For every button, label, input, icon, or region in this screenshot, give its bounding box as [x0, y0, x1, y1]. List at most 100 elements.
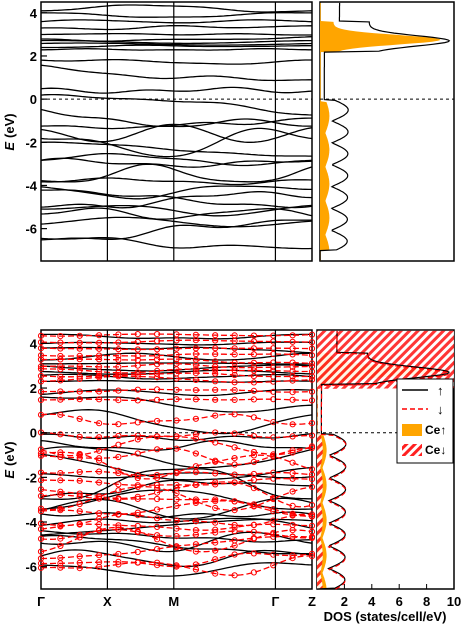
bottom-down-band-22	[41, 368, 313, 374]
bottom-down-band-26-marker	[37, 345, 45, 352]
top-band-13	[40, 127, 313, 158]
top-band-19	[40, 64, 312, 82]
bottom-down-band-15-marker	[212, 439, 219, 446]
bottom-down-band-9-marker	[192, 498, 199, 505]
bottom-down-band-14-marker	[134, 450, 141, 457]
bottom-down-band-25-marker	[212, 351, 219, 358]
bottom-up-band-15	[40, 439, 313, 451]
bottom-down-band-0-marker	[154, 559, 161, 566]
bottom-up-band-7	[40, 511, 313, 519]
bottom-down-band-10-marker	[115, 495, 122, 502]
bottom-down-band-20-marker	[289, 377, 296, 384]
top-band-9	[40, 163, 313, 183]
top-ylabel-unit: (eV)	[2, 113, 17, 138]
bottom-down-band-25-marker	[250, 351, 257, 358]
bottom-down-band-19-marker	[96, 388, 103, 395]
bottom-down-band-3-marker	[212, 547, 219, 554]
bottom-down-band-26-marker	[115, 346, 122, 353]
bottom-down-band-10-marker	[134, 493, 141, 500]
bottom-dos-curves	[316, 330, 454, 590]
bottom-down-band-8-marker	[231, 498, 238, 505]
top-dos-ce-up-fill	[320, 2, 441, 261]
bottom-down-band-19	[40, 388, 312, 393]
bottom-down-band-10-marker	[96, 493, 103, 500]
bottom-up-band-2	[40, 534, 313, 555]
bottom-down-band-8-marker	[134, 495, 141, 502]
bottom-down-band-25-marker	[192, 350, 199, 358]
bottom-down-band-10	[40, 481, 313, 508]
bottom-down-band-8-marker	[154, 495, 161, 503]
kpoint-label-1: X	[103, 594, 112, 609]
bottom-down-band-17-marker	[308, 420, 316, 427]
bottom-down-band-26-marker	[57, 345, 64, 352]
dos-xtick-label-10: 10	[447, 594, 461, 609]
bottom-down-band-15-marker	[134, 436, 141, 443]
bottom-down-band-24-marker	[192, 356, 199, 363]
bottom-down-band-28-marker	[250, 332, 257, 339]
bottom-down-band-9-marker	[115, 487, 122, 494]
bottom-down-band-0-marker	[212, 570, 219, 577]
top-ytick-label-4: 4	[30, 6, 38, 21]
top-band-4	[40, 204, 313, 217]
bottom-down-band-6-marker	[76, 520, 83, 528]
bottom-down-band-27-marker	[115, 339, 122, 346]
bottom-down-band-26-marker	[76, 345, 83, 352]
bottom-down-band-11	[41, 477, 312, 486]
bottom-down-band-26-marker	[308, 345, 316, 352]
bottom-down-band-11-marker	[115, 481, 122, 488]
bottom-down-band-5	[40, 523, 313, 531]
bottom-down-band-0-marker	[231, 572, 238, 579]
top-band-11	[40, 152, 313, 167]
bottom-down-band-2-marker	[192, 541, 199, 548]
bottom-down-band-20-marker	[212, 378, 219, 385]
bottom-dos-total-up	[316, 330, 450, 590]
bottom-down-band-23-marker	[115, 363, 122, 370]
bottom-down-band-17-marker	[231, 411, 238, 418]
kpoint-label-3: Γ	[272, 594, 280, 609]
bottom-down-band-4-marker	[37, 535, 45, 542]
bottom-down-band-17-marker	[37, 411, 45, 418]
bottom-down-band-8-marker	[308, 513, 316, 520]
bottom-down-band-19-marker	[57, 388, 64, 395]
bottom-down-band-5-marker	[212, 526, 219, 533]
bottom-down-band-11-marker	[192, 481, 199, 489]
bottom-down-band-23-marker	[308, 363, 316, 370]
bottom-down-band-17-marker	[289, 421, 296, 428]
bottom-down-band-28-marker	[134, 331, 141, 338]
bottom-dos-total-down	[320, 330, 451, 590]
bottom-down-band-2-marker	[154, 546, 161, 553]
bottom-down-band-8	[40, 494, 313, 518]
bottom-down-band-18-marker	[76, 396, 83, 403]
top-band-6	[41, 189, 313, 209]
bottom-down-band-13-marker	[134, 474, 141, 482]
bottom-down-band-25-marker	[37, 352, 45, 359]
bottom-down-band-4-marker	[250, 528, 257, 535]
bottom-down-band-14-marker	[115, 453, 122, 461]
top-band-12	[40, 141, 312, 157]
bottom-down-band-11-marker	[154, 481, 161, 489]
bottom-down-band-0	[40, 555, 313, 576]
bottom-down-band-14-marker	[212, 457, 219, 464]
top-dos-total-up	[319, 2, 451, 261]
bottom-down-band-21	[40, 372, 312, 378]
bottom-down-band-11-marker	[250, 476, 257, 483]
bottom-down-band-6-marker	[57, 522, 64, 529]
top-ylabel-symbol: E	[2, 142, 17, 151]
bottom-down-band-12-marker	[231, 471, 238, 478]
bottom-down-band-9	[40, 486, 313, 511]
bottom-down-band-27-marker	[37, 339, 45, 346]
bottom-down-band-10-marker	[250, 485, 257, 492]
bottom-down-band-26-marker	[250, 345, 257, 352]
top-dos-curves	[319, 2, 451, 261]
bottom-down-band-24-marker	[250, 359, 257, 366]
bottom-down-band-18-marker	[115, 397, 122, 404]
bottom-down-band-19-marker	[212, 386, 219, 393]
bottom-down-band-17-marker	[76, 415, 83, 422]
bottom-down-band-16-marker	[76, 433, 83, 440]
bottom-down-band-19-marker	[192, 387, 199, 394]
bottom-down-band-13-marker	[289, 459, 296, 466]
bottom-down-band-4-marker	[231, 528, 238, 535]
bottom-down-band-13-marker	[115, 467, 122, 474]
dos-xtick-label-8: 8	[423, 594, 430, 609]
